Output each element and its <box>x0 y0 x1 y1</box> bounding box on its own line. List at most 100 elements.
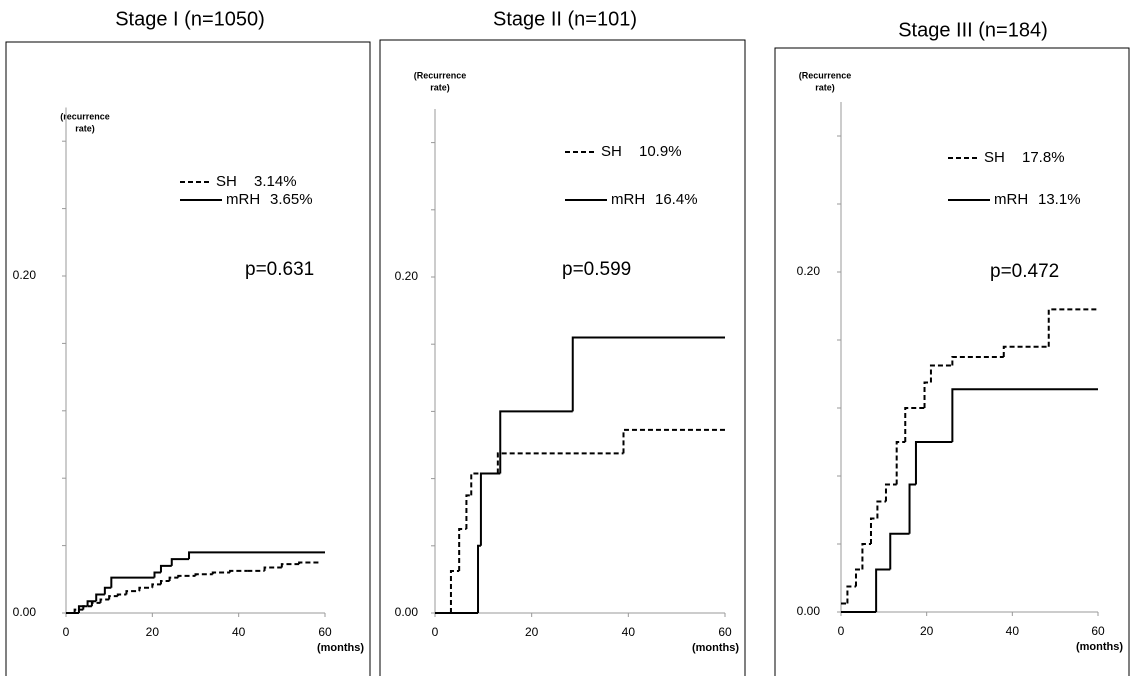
p-value: p=0.631 <box>245 259 314 280</box>
step-line <box>895 441 906 485</box>
legend-value: 3.14% <box>254 173 297 190</box>
step-line <box>95 593 105 602</box>
step-line <box>499 410 573 474</box>
step-line <box>861 543 871 570</box>
x-tick-label: 60 <box>718 625 732 639</box>
legend-name: mRH <box>226 191 260 208</box>
step-line <box>923 381 931 408</box>
legend-name: SH <box>216 173 237 190</box>
step-line <box>846 585 856 604</box>
step-line <box>110 576 155 588</box>
legend-name: SH <box>601 143 622 160</box>
x-axis-label: (months) <box>1076 641 1123 653</box>
step-line <box>904 407 925 442</box>
legend-value: 13.1% <box>1038 191 1081 208</box>
step-line <box>496 452 624 474</box>
step-line <box>884 483 897 502</box>
step-line <box>914 441 953 485</box>
step-line <box>86 600 97 607</box>
step-line <box>194 573 213 576</box>
legend-name: SH <box>984 149 1005 166</box>
step-line <box>1047 308 1098 347</box>
x-tick-label: 0 <box>432 625 439 639</box>
step-line <box>151 583 161 588</box>
p-value: p=0.472 <box>990 261 1059 282</box>
y-axis-label: rate) <box>430 82 450 92</box>
p-value: p=0.599 <box>562 259 631 280</box>
y-tick-label: 0.20 <box>13 268 37 282</box>
step-line <box>280 563 300 568</box>
step-line <box>99 598 110 603</box>
step-line <box>77 605 88 613</box>
step-line <box>138 586 153 592</box>
step-line <box>125 590 140 595</box>
step-line <box>116 593 127 597</box>
y-tick-label: 0.20 <box>797 264 821 278</box>
x-tick-label: 40 <box>622 625 636 639</box>
step-line <box>854 568 863 587</box>
step-line <box>211 571 231 575</box>
panel-title: Stage II (n=101) <box>493 8 637 30</box>
y-tick-label: 0.00 <box>797 604 821 618</box>
step-line <box>103 586 112 595</box>
step-line <box>298 561 321 565</box>
x-tick-label: 20 <box>146 625 160 639</box>
y-axis-label: rate) <box>815 82 835 92</box>
y-axis-label: (Recurrence <box>799 70 852 80</box>
x-axis-label: (months) <box>692 642 739 654</box>
step-line <box>875 568 891 612</box>
step-line <box>73 608 84 613</box>
step-line <box>108 595 118 600</box>
step-line <box>90 601 101 607</box>
step-line <box>449 570 460 613</box>
x-axis-label: (months) <box>317 642 364 654</box>
panel-title: Stage I (n=1050) <box>115 8 265 30</box>
step-line <box>263 566 282 571</box>
step-line <box>188 551 325 560</box>
panel-frame <box>774 47 1130 676</box>
step-line <box>458 528 467 571</box>
step-line <box>951 356 1004 366</box>
step-line <box>470 472 498 496</box>
step-line <box>159 564 172 573</box>
x-tick-label: 20 <box>920 624 934 638</box>
step-line <box>876 500 886 519</box>
y-axis-label: rate) <box>75 123 95 133</box>
step-line <box>869 517 878 544</box>
step-line <box>229 569 248 573</box>
step-line <box>1002 345 1049 357</box>
step-line <box>951 388 1098 442</box>
panel-frame <box>379 39 746 676</box>
y-tick-label: 0.20 <box>395 269 419 283</box>
x-tick-label: 40 <box>232 625 246 639</box>
x-tick-label: 60 <box>1091 624 1105 638</box>
x-tick-label: 60 <box>318 625 332 639</box>
legend-value: 16.4% <box>655 191 698 208</box>
step-line <box>479 472 501 546</box>
step-line <box>477 544 481 613</box>
y-axis-label: (recurrence <box>60 111 110 121</box>
step-line <box>153 571 161 578</box>
legend-name: mRH <box>994 191 1028 208</box>
step-line <box>622 428 725 454</box>
step-line <box>159 579 170 585</box>
legend-value: 17.8% <box>1022 149 1065 166</box>
step-line <box>929 364 953 383</box>
step-line <box>908 483 916 534</box>
x-tick-label: 20 <box>525 625 539 639</box>
step-line <box>889 532 910 570</box>
y-tick-label: 0.00 <box>13 605 37 619</box>
step-line <box>168 576 179 581</box>
step-line <box>465 494 472 529</box>
step-line <box>170 558 190 566</box>
legend-value: 10.9% <box>639 143 682 160</box>
legend-value: 3.65% <box>270 191 313 208</box>
x-tick-label: 0 <box>63 625 70 639</box>
step-line <box>571 336 725 412</box>
panel-frame <box>5 41 371 676</box>
step-line <box>177 574 196 578</box>
x-tick-label: 0 <box>838 624 845 638</box>
legend-name: mRH <box>611 191 645 208</box>
y-axis-label: (Recurrence <box>414 70 467 80</box>
